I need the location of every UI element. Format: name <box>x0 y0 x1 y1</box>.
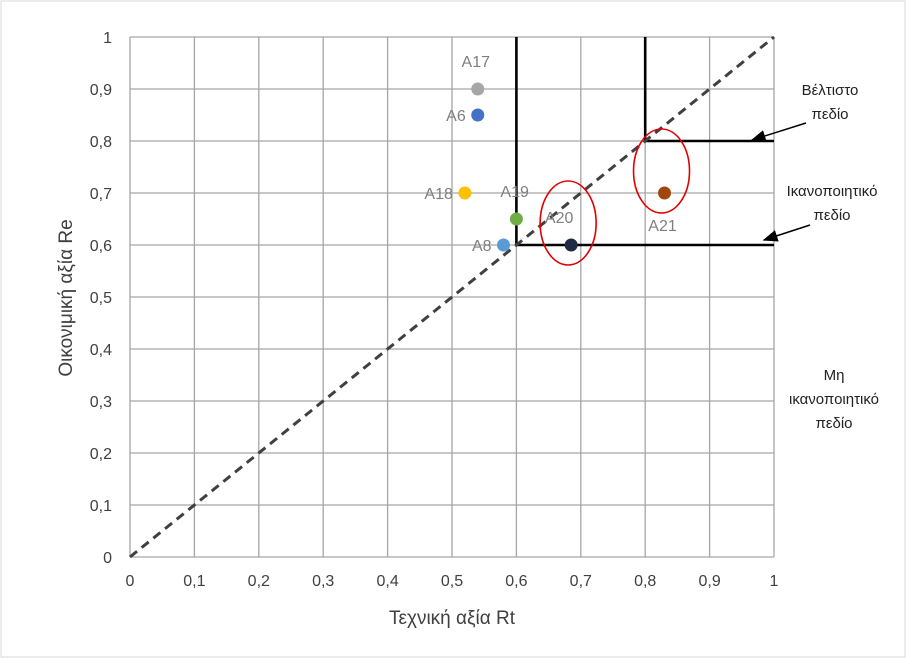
y-tick-label: 0,4 <box>90 342 112 359</box>
data-point-a21 <box>658 186 672 200</box>
point-label-a6: A6 <box>446 108 466 125</box>
annotation-unsatisfactory-line3: πεδίο <box>815 415 852 432</box>
x-tick-label: 0,8 <box>634 573 656 590</box>
x-tick-label: 0,2 <box>248 573 270 590</box>
point-label-a8: A8 <box>472 238 492 255</box>
y-tick-label: 1 <box>103 30 112 47</box>
highlight-ellipses <box>539 128 691 266</box>
annotation-optimal-line1: Βέλτιστο <box>802 82 859 99</box>
annotation-satisfactory-line1: Ικανοποιητικό <box>787 183 878 200</box>
x-tick-labels: 0 0,1 0,2 0,3 0,4 0,5 0,6 0,7 0,8 0,9 1 <box>126 573 779 590</box>
data-point-a17 <box>471 82 485 96</box>
point-label-a20: A20 <box>545 210 574 227</box>
y-tick-labels: 0 0,1 0,2 0,3 0,4 0,5 0,6 0,7 0,8 0,9 1 <box>90 30 112 567</box>
data-point-a6 <box>471 108 485 122</box>
point-label-a17: A17 <box>462 54 491 71</box>
x-axis-title: Τεχνική αξία Rt <box>389 608 516 629</box>
y-tick-label: 0,6 <box>90 238 112 255</box>
y-tick-label: 0,3 <box>90 394 112 411</box>
highlight-ellipse-a20 <box>539 180 597 266</box>
x-tick-label: 0,6 <box>505 573 527 590</box>
y-axis-title: Οικονιμική αξία Re <box>56 219 77 376</box>
y-tick-label: 0,2 <box>90 446 112 463</box>
y-tick-label: 0 <box>103 550 112 567</box>
x-tick-label: 0 <box>126 573 135 590</box>
y-tick-label: 0,7 <box>90 186 112 203</box>
diagonal-dashed-line <box>129 35 775 559</box>
point-label-a21: A21 <box>648 218 677 235</box>
y-tick-label: 0,1 <box>90 498 112 515</box>
x-tick-label: 0,9 <box>698 573 720 590</box>
diagonal-line <box>129 35 775 559</box>
data-point-a18 <box>458 186 472 200</box>
y-tick-label: 0,9 <box>90 82 112 99</box>
annotation-unsatisfactory-line1: Μη <box>824 367 845 384</box>
annotation-optimal-line2: πεδίο <box>811 106 848 123</box>
gridlines <box>129 36 775 558</box>
y-tick-label: 0,8 <box>90 134 112 151</box>
data-point-a19 <box>509 212 523 226</box>
arrow-optimal <box>750 122 807 142</box>
arrow-satisfactory <box>762 224 811 242</box>
data-points <box>458 82 672 252</box>
annotation-satisfactory-line2: πεδίο <box>813 207 850 224</box>
data-point-a8 <box>497 238 511 252</box>
point-label-a18: A18 <box>424 186 453 203</box>
point-label-a19: A19 <box>500 184 529 201</box>
x-tick-label: 0,3 <box>312 573 334 590</box>
x-tick-label: 0,1 <box>183 573 205 590</box>
x-tick-label: 0,4 <box>376 573 398 590</box>
x-tick-label: 0,7 <box>570 573 592 590</box>
x-tick-label: 1 <box>770 573 779 590</box>
data-point-a20 <box>564 238 578 252</box>
y-tick-label: 0,5 <box>90 290 112 307</box>
highlight-ellipse-a21 <box>632 128 691 214</box>
x-tick-label: 0,5 <box>441 573 463 590</box>
point-labels: A17 A6 A18 A19 A8 A20 A21 <box>424 54 676 255</box>
annotation-unsatisfactory-line2: ικανοποιητικό <box>789 391 879 408</box>
